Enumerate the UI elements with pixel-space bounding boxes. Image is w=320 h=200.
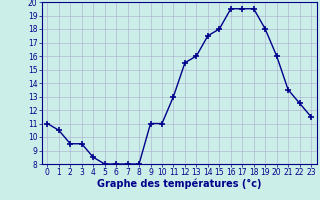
X-axis label: Graphe des températures (°c): Graphe des températures (°c) xyxy=(97,179,261,189)
